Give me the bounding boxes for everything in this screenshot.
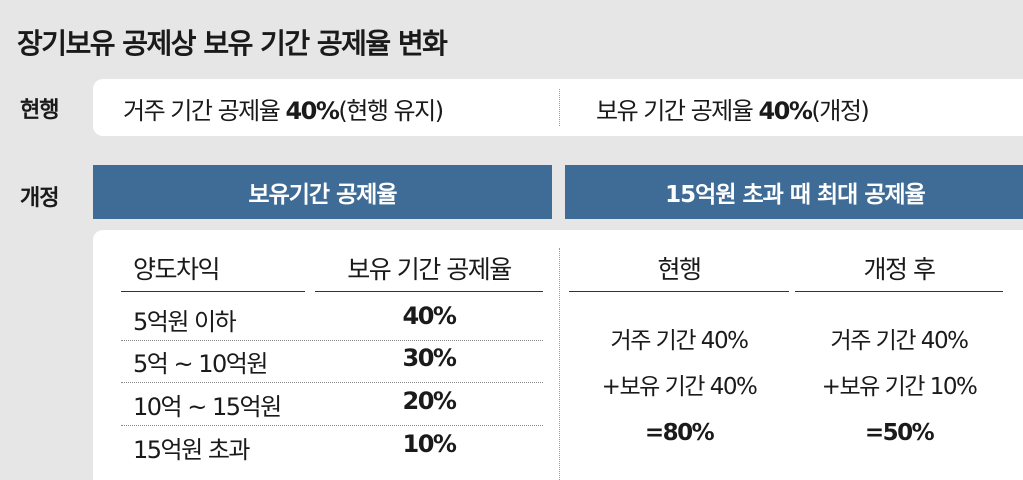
row-divider [121,425,543,426]
holding-rate-header: 보유기간 공제율 [93,165,552,219]
col-header-after: 개정 후 [863,255,936,284]
header-rule [121,291,305,292]
row-range: 5억 ~ 10억원 [133,350,268,378]
col-header-rate: 보유 기간 공제율 [347,255,512,284]
revised-table: 양도차익 보유 기간 공제율 현행 개정 후 5억원 이하 40% 5억 ~ 1… [93,230,1023,480]
page-title: 장기보유 공제상 보유 기간 공제율 변화 [17,27,448,60]
current-calc-line2: +보유 기간 40% [601,374,758,400]
current-residence-item: 거주 기간 공제율 40%(현행 유지) [123,91,444,126]
after-calc-line2: +보유 기간 10% [821,374,978,400]
current-calc-line1: 거주 기간 40% [610,328,749,354]
row-rate: 30% [402,344,457,372]
residence-note: (현행 유지) [338,97,444,125]
max-rate-header: 15억원 초과 때 최대 공제율 [565,165,1023,219]
revised-label: 개정 [20,186,59,211]
header-rule [315,291,543,292]
row-range: 10억 ~ 15억원 [133,393,282,421]
holding-text: 보유 기간 공제율 [596,97,759,125]
row-divider [121,340,543,341]
row-divider [121,382,543,383]
after-calc: 거주 기간 40% +보유 기간 10% =50% [789,318,1009,456]
current-calc: 거주 기간 40% +보유 기간 40% =80% [569,318,789,456]
current-label: 현행 [20,98,59,123]
current-divider [559,89,560,126]
header-rule [795,291,1003,292]
residence-rate: 40% [285,97,339,125]
current-calc-total: =80% [644,420,715,446]
residence-text: 거주 기간 공제율 [123,97,286,125]
table-divider [559,248,560,480]
after-calc-line1: 거주 기간 40% [830,328,969,354]
row-rate: 40% [402,302,457,330]
header-rule [569,291,789,292]
holding-note: (개정) [811,97,869,125]
col-header-gain: 양도차익 [133,255,221,284]
row-rate: 10% [402,430,457,458]
current-holding-item: 보유 기간 공제율 40%(개정) [596,91,870,126]
col-header-current: 현행 [657,255,702,284]
row-range: 5억원 이하 [133,308,237,336]
row-rate: 20% [402,387,457,415]
current-box: 거주 기간 공제율 40%(현행 유지) 보유 기간 공제율 40%(개정) [93,79,1023,136]
holding-rate: 40% [758,97,812,125]
after-calc-total: =50% [864,420,935,446]
row-range: 15억원 초과 [133,436,251,464]
